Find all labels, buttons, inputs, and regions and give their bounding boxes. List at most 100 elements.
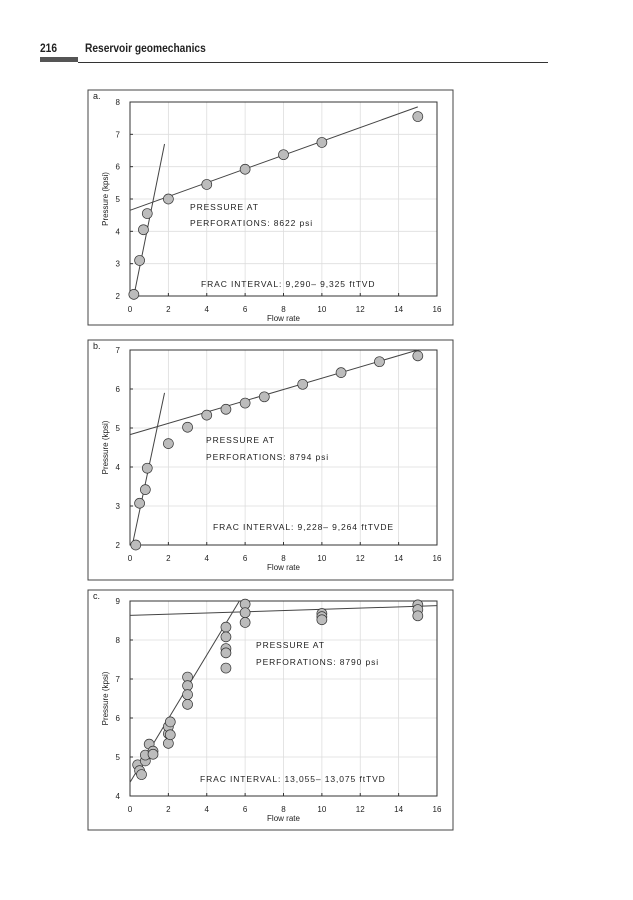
data-point	[220, 647, 232, 659]
x-tick-label: 6	[243, 805, 248, 814]
data-point	[134, 255, 145, 266]
x-tick-label: 8	[281, 805, 286, 814]
x-tick-label: 12	[356, 554, 365, 563]
x-tick-label: 2	[166, 305, 171, 314]
data-point	[239, 397, 251, 409]
annotation: PERFORATIONS: 8622 psi	[190, 218, 313, 228]
data-point	[138, 224, 149, 236]
x-tick-label: 10	[317, 805, 326, 814]
x-tick-label: 8	[281, 554, 286, 563]
y-tick-label: 4	[116, 463, 121, 472]
x-axis-label: Flow rate	[267, 814, 300, 823]
annotation: FRAC INTERVAL: 13,055– 13,075 ftTVD	[200, 774, 386, 784]
data-point	[220, 631, 232, 643]
panel-label: c.	[93, 591, 100, 601]
data-point	[374, 356, 385, 368]
x-tick-label: 16	[433, 554, 442, 563]
y-tick-label: 2	[116, 292, 121, 301]
data-point	[239, 163, 251, 175]
data-point	[164, 716, 176, 728]
x-axis-label: Flow rate	[267, 314, 300, 323]
data-point	[163, 438, 174, 449]
x-tick-label: 4	[205, 305, 210, 314]
data-point	[239, 617, 251, 628]
y-tick-label: 7	[116, 130, 121, 139]
header-rule	[78, 62, 548, 63]
x-tick-label: 2	[166, 554, 171, 563]
plot-area	[129, 349, 438, 546]
y-axis-label: Pressure (kpsi)	[101, 671, 110, 725]
data-point	[278, 149, 289, 161]
x-tick-label: 14	[394, 554, 403, 563]
data-point	[220, 662, 232, 674]
annotation: FRAC INTERVAL: 9,228– 9,264 ftTVDE	[213, 522, 394, 532]
panel-label: a.	[93, 91, 101, 101]
x-tick-label: 6	[243, 554, 248, 563]
annotation: PERFORATIONS: 8794 psi	[206, 452, 329, 462]
x-tick-label: 16	[433, 305, 442, 314]
x-tick-label: 4	[205, 805, 210, 814]
data-point	[220, 403, 232, 415]
y-tick-label: 6	[116, 385, 121, 394]
fit-line	[133, 143, 166, 297]
data-point	[412, 350, 424, 362]
data-point	[164, 729, 176, 741]
x-tick-label: 0	[128, 305, 133, 314]
data-point	[297, 378, 309, 390]
x-tick-label: 2	[166, 805, 171, 814]
y-tick-label: 4	[116, 792, 121, 801]
y-tick-label: 5	[116, 753, 121, 762]
data-point	[412, 610, 424, 622]
x-tick-label: 16	[433, 805, 442, 814]
y-tick-label: 8	[116, 98, 121, 107]
data-point	[134, 497, 145, 509]
panel-frame	[87, 589, 454, 831]
x-tick-label: 10	[317, 305, 326, 314]
y-tick-label: 3	[116, 260, 121, 269]
y-axis-label: Pressure (kpsi)	[101, 172, 110, 226]
data-point	[239, 607, 251, 619]
x-tick-label: 10	[317, 554, 326, 563]
x-tick-label: 6	[243, 305, 248, 314]
panel-label: b.	[93, 341, 101, 351]
x-tick-label: 0	[128, 805, 133, 814]
data-point	[136, 769, 147, 780]
annotation: PRESSURE AT	[256, 640, 325, 650]
panel-frame	[87, 339, 454, 581]
data-point	[140, 484, 151, 495]
x-tick-label: 8	[281, 305, 286, 314]
data-point	[182, 689, 193, 700]
data-point	[147, 748, 159, 760]
y-tick-label: 2	[116, 541, 121, 550]
data-point	[182, 421, 193, 433]
x-tick-label: 0	[128, 554, 133, 563]
data-point	[182, 680, 193, 691]
y-tick-label: 5	[116, 424, 121, 433]
y-tick-label: 7	[116, 675, 121, 684]
y-tick-label: 5	[116, 195, 121, 204]
annotation: PERFORATIONS: 8790 psi	[256, 657, 379, 667]
data-point	[141, 462, 153, 474]
x-axis-label: Flow rate	[267, 563, 300, 572]
plot-area	[129, 600, 438, 797]
chart-panel-c: c. 0 2 4 6 8 10 12 14 16 4 5 6 7 8 9 Flow rate Pressure (…	[87, 589, 454, 831]
data-point	[182, 698, 193, 710]
data-point	[163, 193, 174, 205]
fit-line	[129, 106, 418, 211]
y-axis-label: Pressure (kpsi)	[101, 420, 110, 474]
data-point	[141, 208, 153, 219]
x-tick-label: 14	[394, 305, 403, 314]
running-title: Reservoir geomechanics	[85, 41, 206, 55]
annotation: PRESSURE AT	[190, 202, 259, 212]
x-tick-label: 14	[394, 805, 403, 814]
y-tick-label: 6	[116, 163, 121, 172]
annotation: FRAC INTERVAL: 9,290– 9,325 ftTVD	[201, 279, 375, 289]
data-point	[316, 614, 328, 626]
data-point	[220, 621, 232, 633]
data-point	[130, 539, 142, 551]
data-point	[258, 391, 270, 403]
y-tick-label: 7	[116, 346, 121, 355]
